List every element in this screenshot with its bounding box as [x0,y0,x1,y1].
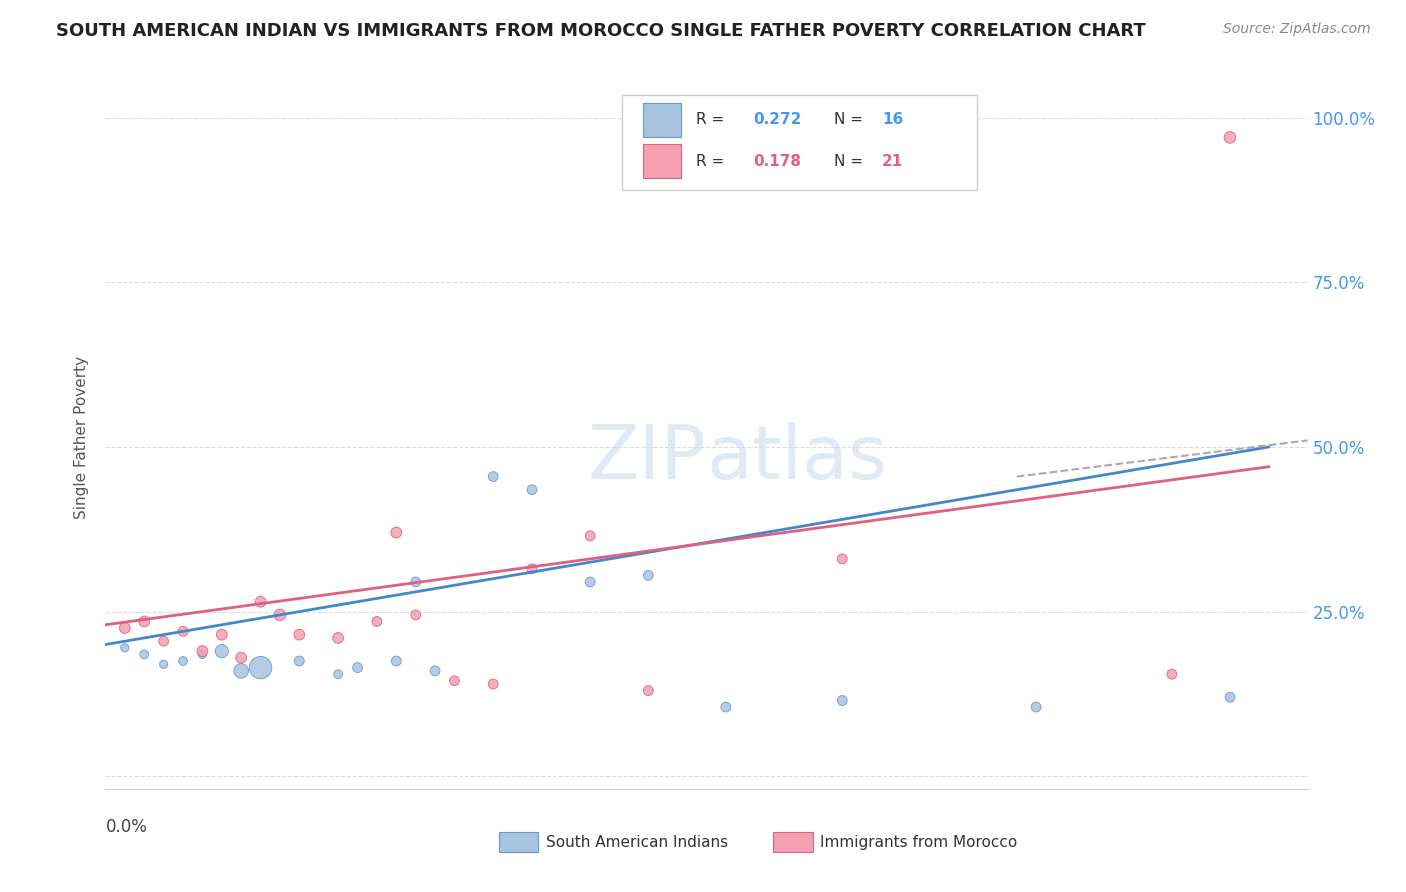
Point [152,634,174,648]
Point [1219,690,1241,705]
FancyBboxPatch shape [643,103,682,136]
Point [520,483,543,497]
Point [191,648,214,662]
Point [231,664,253,678]
Text: SOUTH AMERICAN INDIAN VS IMMIGRANTS FROM MOROCCO SINGLE FATHER POVERTY CORRELATI: SOUTH AMERICAN INDIAN VS IMMIGRANTS FROM… [56,22,1146,40]
Point [172,654,194,668]
Point [482,677,505,691]
Text: N =: N = [834,153,868,169]
Point [385,654,408,668]
Text: 21: 21 [882,153,903,169]
Point [134,648,156,662]
Point [385,525,408,540]
Text: 0.0%: 0.0% [105,818,148,836]
Text: N =: N = [834,112,868,128]
Point [366,615,388,629]
Point [288,654,311,668]
Point [326,631,349,645]
Point [405,574,427,589]
Text: R =: R = [696,153,728,169]
Point [1219,130,1241,145]
Point [1025,700,1047,714]
Point [172,624,194,639]
Text: atlas: atlas [707,422,887,495]
Point [831,552,853,566]
Point [211,644,233,658]
Point [249,660,271,674]
Point [326,667,349,681]
Point [579,574,602,589]
Point [423,664,446,678]
Text: South American Indians: South American Indians [546,835,728,849]
FancyBboxPatch shape [643,145,682,178]
Point [520,562,543,576]
Point [269,607,291,622]
Point [637,683,659,698]
Text: 0.272: 0.272 [754,112,801,128]
Point [346,660,368,674]
Text: Source: ZipAtlas.com: Source: ZipAtlas.com [1223,22,1371,37]
Text: Immigrants from Morocco: Immigrants from Morocco [820,835,1017,849]
Point [714,700,737,714]
Text: 0.178: 0.178 [754,153,801,169]
Point [249,595,271,609]
Point [211,627,233,641]
Point [191,644,214,658]
Point [288,627,311,641]
Point [443,673,465,688]
Text: 16: 16 [882,112,903,128]
Point [637,568,659,582]
Point [134,615,156,629]
Point [152,657,174,672]
Point [579,529,602,543]
FancyBboxPatch shape [623,95,977,191]
Point [231,650,253,665]
Point [482,469,505,483]
Point [405,607,427,622]
Point [1160,667,1182,681]
Point [114,621,136,635]
Text: ZIP: ZIP [588,422,707,495]
Point [831,693,853,707]
Point [114,640,136,655]
Text: R =: R = [696,112,728,128]
Y-axis label: Single Father Poverty: Single Father Poverty [75,356,90,518]
